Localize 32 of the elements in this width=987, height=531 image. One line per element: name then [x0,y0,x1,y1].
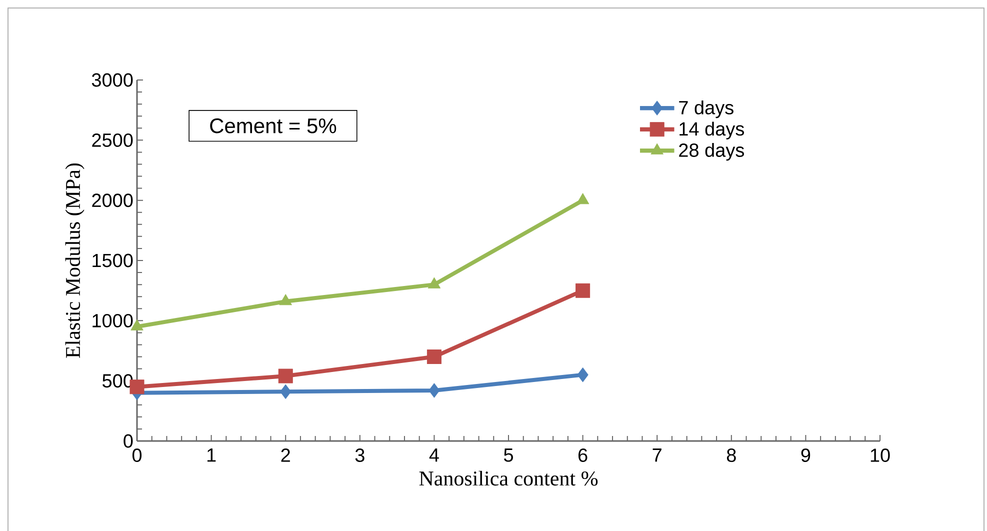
point [280,384,292,399]
y-tick-label: 2000 [92,194,133,208]
x-tick-label: 5 [504,448,513,462]
x-tick-label: 10 [870,448,890,462]
point [426,350,442,364]
x-tick-label: 2 [281,448,290,462]
y-axis-title: Elastic Modulus (MPa) [65,163,84,358]
annotation: Cement = 5% [210,118,336,134]
y-tick-label: 1000 [92,314,133,328]
x-tick-label: 1 [207,448,216,462]
x-axis-title: Nanosilica content % [419,470,598,486]
y-tick-label: 2500 [92,133,133,147]
x-tick-label: 6 [578,448,588,462]
legend-label: 14 days [680,122,744,140]
y-tick-label: 1500 [92,254,133,268]
x-tick-label: 3 [355,448,364,462]
x-tick-label: 8 [726,448,736,462]
x-tick-label: 4 [429,448,439,462]
x-tick-label: 9 [801,448,810,462]
point [278,368,293,384]
point [279,294,292,306]
point [576,193,590,204]
y-tick-label: 3000 [92,73,133,87]
x-tick-label: 0 [132,448,142,462]
point [577,368,588,382]
point [576,283,590,298]
legend-label: 7 days [679,100,734,118]
y-tick-label: 0 [124,434,133,448]
x-tick-label: 7 [652,448,662,462]
legend-label: 28 days [679,142,744,161]
point [428,383,440,398]
point [428,277,441,288]
